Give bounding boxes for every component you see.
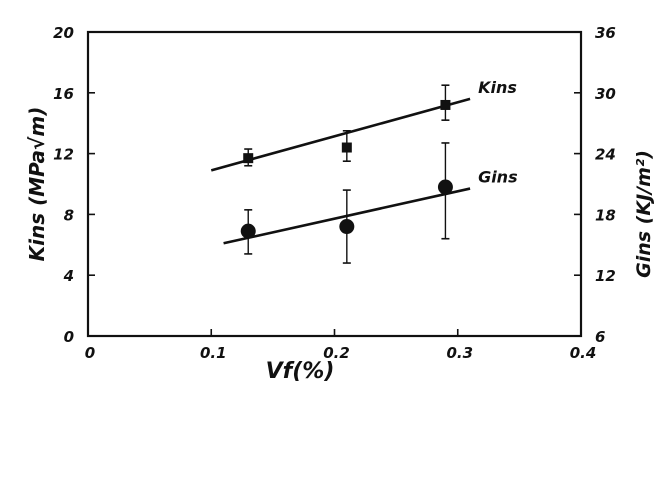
y-left-tick-label: 4	[63, 267, 74, 285]
y-left-tick-label: 12	[53, 146, 74, 164]
y-right-tick-label: 18	[595, 206, 616, 224]
y-left-tick-label: 8	[64, 206, 74, 224]
data-point	[240, 223, 256, 239]
y-left-tick-label: 16	[53, 85, 74, 103]
series-label: Gins	[478, 168, 518, 187]
data-point	[440, 99, 451, 110]
x-tick-label: 0.4	[570, 344, 597, 362]
y-right-tick-label: 36	[595, 24, 616, 42]
series-gins	[223, 142, 471, 264]
y-right-tick-label: 6	[595, 328, 605, 346]
y-right-tick-label: 12	[595, 267, 616, 285]
y-right-tick-label: 24	[595, 146, 616, 164]
y-right-axis-title: Gins (KJ/m²)	[633, 150, 655, 278]
y-left-tick-label: 20	[53, 24, 74, 42]
series-kins	[210, 84, 471, 172]
data-point	[437, 179, 453, 195]
labels-layer: 0 0.1 0.2 0.3 0.4 0 4 8 12 16 20 6 12 18 24 30 36 Vf(%) Ki…	[25, 24, 655, 384]
data-point	[341, 142, 352, 153]
x-tick-label: 0.3	[446, 344, 473, 362]
series-layer	[210, 84, 471, 264]
series-label: Kins	[478, 78, 517, 97]
data-point	[243, 153, 254, 164]
data-point	[339, 219, 355, 235]
y-right-tick-label: 30	[595, 85, 616, 103]
fit-line	[210, 97, 471, 172]
y-left-axis-title: Kins (MPa√m)	[25, 107, 49, 262]
axes	[86, 30, 583, 338]
x-tick-label: 0.2	[323, 344, 350, 362]
x-tick-label: 0.1	[200, 344, 227, 362]
x-axis-title: Vf(%)	[266, 359, 335, 384]
x-tick-label: 0	[85, 344, 95, 362]
y-left-tick-label: 0	[64, 328, 74, 346]
